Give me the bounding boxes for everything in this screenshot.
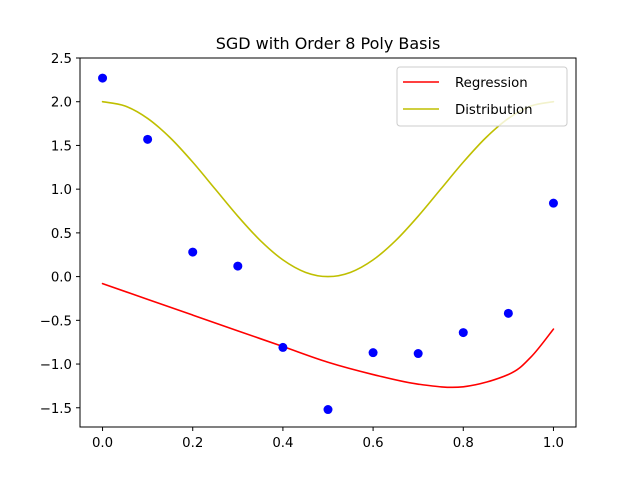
scatter-point [188, 247, 198, 257]
x-tick-label: 0.0 [92, 436, 113, 451]
scatter-point [323, 405, 333, 415]
series-line-regression [101, 282, 555, 389]
scatter-point [143, 134, 153, 144]
y-tick-label: 1.0 [51, 183, 72, 198]
scatter-point [458, 328, 468, 338]
legend-label-distribution: Distribution [455, 103, 533, 118]
y-tick-label: −1.5 [40, 402, 72, 417]
x-tick-label: 0.4 [272, 436, 293, 451]
plot-lines [101, 100, 555, 389]
y-tick-label: −1.0 [40, 358, 72, 373]
legend: Regression Distribution [396, 66, 568, 127]
y-tick-label: 1.5 [51, 139, 72, 154]
y-tick-label: 2.0 [51, 96, 72, 111]
y-axis-ticks: −1.5 −1.0 −0.5 0.0 0.5 1.0 1.5 2.0 2.5 [40, 52, 80, 417]
scatter-point [233, 261, 243, 271]
x-tick-label: 1.0 [543, 436, 564, 451]
y-tick-label: −0.5 [40, 314, 72, 329]
scatter-points [98, 73, 558, 415]
scatter-point [368, 348, 378, 358]
y-tick-label: 0.5 [51, 227, 72, 242]
scatter-point [413, 349, 423, 359]
y-tick-label: 2.5 [51, 52, 72, 67]
scatter-point [98, 73, 108, 83]
scatter-point [278, 342, 288, 352]
chart-title: SGD with Order 8 Poly Basis [216, 34, 441, 53]
series-line-distribution [101, 100, 555, 278]
x-tick-label: 0.2 [182, 436, 203, 451]
scatter-point [503, 308, 513, 318]
legend-label-regression: Regression [455, 76, 528, 91]
plot-area-frame [79, 57, 577, 428]
x-tick-label: 0.8 [453, 436, 474, 451]
x-tick-label: 0.6 [363, 436, 384, 451]
y-tick-label: 0.0 [51, 271, 72, 286]
scatter-point [548, 198, 558, 208]
x-axis-ticks: 0.0 0.2 0.4 0.6 0.8 1.0 [92, 427, 564, 451]
legend-box [396, 66, 568, 127]
